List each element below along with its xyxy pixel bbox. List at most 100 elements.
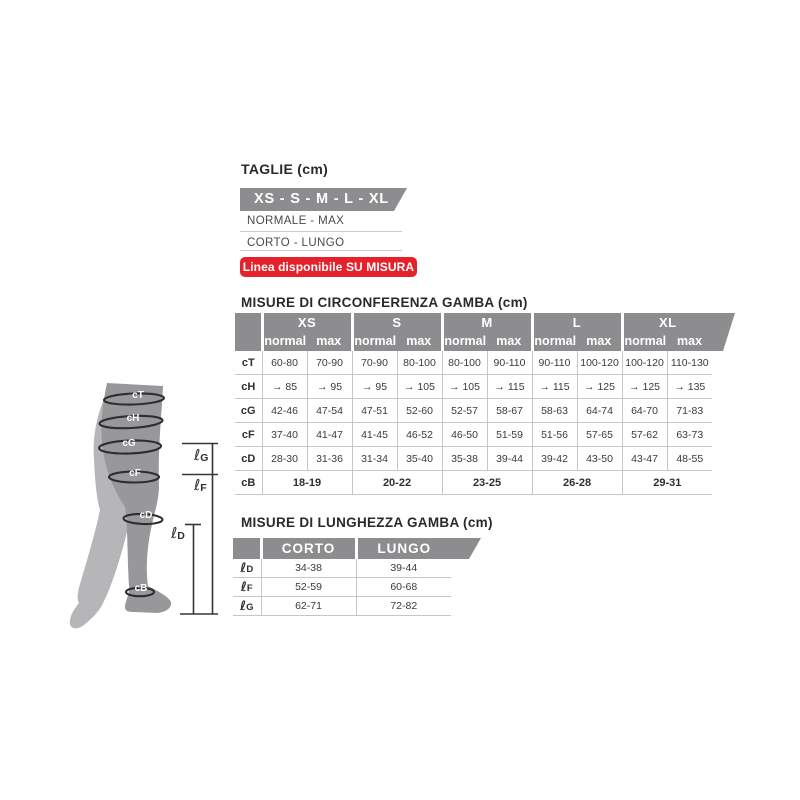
circ-value-cell: 52-60 [396, 398, 443, 423]
circ-value-cell: 43-50 [576, 446, 623, 471]
circ-subcolumn-header: max [397, 331, 443, 351]
circ-table-row: cH → 85 → 95 → 95 → 105 → 105 → 115 → 115 → 125 →… [235, 374, 713, 399]
circ-value-cell: → 105 [441, 374, 488, 399]
band-label-cD: cD [140, 510, 153, 521]
option-normale-max: NORMALE - MAX [247, 215, 345, 227]
circ-value-cell: 90-110 [486, 351, 533, 375]
circ-value-cell: 57-65 [576, 422, 623, 447]
len-row-label: ℓG [233, 596, 261, 616]
circ-value-cell: 28-30 [261, 446, 307, 471]
length-label-lG: ℓG [193, 446, 208, 464]
length-label-lD: ℓD [170, 524, 185, 542]
circ-value-cell: 64-74 [576, 398, 623, 423]
len-value-cell: 52-59 [260, 577, 356, 597]
circ-row-label: cB [235, 470, 262, 495]
len-value-cell: 62-71 [260, 596, 356, 616]
circ-size-header: S [350, 313, 443, 331]
band-cT [102, 392, 166, 406]
circ-subcolumn-header: max [487, 331, 533, 351]
circ-value-cell: 70-90 [351, 351, 397, 375]
script-l-glyph: ℓ [240, 560, 247, 576]
sizes-banner-label: XS - S - M - L - XL [254, 191, 389, 207]
script-l-glyph: ℓ [240, 579, 247, 595]
circ-value-cell: 31-36 [306, 446, 352, 471]
len-value-cell: 34-38 [260, 559, 356, 578]
circ-subcolumn-header: normal [350, 331, 397, 351]
circ-subcolumn-header: normal [530, 331, 578, 351]
circ-subcolumn-header: normal [620, 331, 668, 351]
circ-value-cell: 43-47 [621, 446, 668, 471]
circ-span-value-cell: 29-31 [621, 470, 713, 495]
circumference-table-head: XS S M L XL normal max normal max normal max normal… [235, 313, 713, 351]
circ-value-cell: → 85 [261, 374, 307, 399]
circ-row-label: cG [235, 398, 262, 423]
length-table-body: ℓD 34-38 39-44 ℓF 52-59 60-68 ℓG 62-71 72-82 [233, 559, 451, 616]
band-cG [97, 439, 163, 455]
circ-value-cell: → 115 [486, 374, 533, 399]
len-value-cell: 72-82 [355, 596, 451, 616]
circ-value-cell: 58-67 [486, 398, 533, 423]
circ-table-row: cD 28-30 31-36 31-34 35-40 35-38 39-44 39-42 43-… [235, 446, 713, 471]
len-corner-cell [233, 538, 261, 559]
circ-table-row: cF 37-40 41-47 41-45 46-52 46-50 51-59 51-56 57-… [235, 422, 713, 447]
circumference-table: XS S M L XL normal max normal max normal max normal… [235, 313, 713, 495]
circ-value-cell: 35-40 [396, 446, 443, 471]
circ-span-value-cell: 18-19 [261, 470, 352, 495]
len-header-row: CORTO LUNGO [233, 538, 451, 559]
len-value-cell: 39-44 [355, 559, 451, 578]
circ-value-cell: 80-100 [396, 351, 443, 375]
circ-value-cell: 100-120 [576, 351, 623, 375]
divider-line [240, 231, 402, 232]
su-misura-badge: Linea disponibile SU MISURA [240, 257, 417, 277]
band-cD [122, 512, 164, 526]
circ-row-label: cD [235, 446, 262, 471]
taglie-title: TAGLIE (cm) [241, 161, 329, 177]
len-value-cell: 60-68 [355, 577, 451, 597]
circ-subcolumn-header: normal [260, 331, 307, 351]
circ-value-cell: 51-59 [486, 422, 533, 447]
circ-table-row: cB 18-19 20-22 23-25 26-28 29-31 [235, 470, 713, 495]
circ-value-cell: 80-100 [441, 351, 488, 375]
circ-value-cell: 37-40 [261, 422, 307, 447]
option-corto-lungo: CORTO - LUNGO [247, 237, 345, 249]
circ-value-cell: 39-42 [531, 446, 578, 471]
circ-value-cell: 47-54 [306, 398, 352, 423]
circ-value-cell: 60-80 [261, 351, 307, 375]
circ-value-cell: 51-56 [531, 422, 578, 447]
circ-size-header: XL [620, 313, 713, 331]
sizes-banner: XS - S - M - L - XL [240, 188, 407, 211]
circ-value-cell: → 95 [306, 374, 352, 399]
length-table-head: CORTO LUNGO [233, 538, 451, 559]
len-column-header: LUNGO [354, 538, 451, 559]
circ-value-cell: 90-110 [531, 351, 578, 375]
divider-line [240, 250, 402, 251]
circ-value-cell: → 105 [396, 374, 443, 399]
circ-row-label: cT [235, 351, 262, 375]
circ-value-cell: → 135 [666, 374, 713, 399]
circ-span-value-cell: 23-25 [441, 470, 533, 495]
circ-value-cell: 100-120 [621, 351, 668, 375]
circ-size-header: L [530, 313, 623, 331]
circ-value-cell: 41-45 [351, 422, 397, 447]
band-label-cH: cH [127, 413, 140, 424]
circ-size-row: XS S M L XL [235, 313, 713, 351]
length-title: MISURE DI LUNGHEZZA GAMBA (cm) [241, 515, 493, 530]
circumference-table-body: cT 60-80 70-90 70-90 80-100 80-100 90-110 90-11… [235, 351, 713, 495]
script-l-glyph: ℓ [239, 598, 247, 614]
length-table: CORTO LUNGO ℓD 34-38 39-44 ℓF 52-59 60-68 ℓG 62-… [233, 538, 451, 616]
circ-value-cell: 35-38 [441, 446, 488, 471]
circ-value-cell: → 115 [531, 374, 578, 399]
len-letter: D [246, 563, 254, 575]
circ-size-header: XS [260, 313, 352, 331]
band-label-cF: cF [129, 468, 141, 479]
circ-subcolumn-header: max [577, 331, 623, 351]
circ-value-cell: 46-50 [441, 422, 488, 447]
circ-span-value-cell: 26-28 [531, 470, 623, 495]
circ-subcolumn-header: max [667, 331, 713, 351]
len-table-row: ℓG 62-71 72-82 [233, 596, 451, 616]
band-label-cG: cG [122, 438, 136, 449]
circ-value-cell: 58-63 [531, 398, 578, 423]
circumference-title: MISURE DI CIRCONFERENZA GAMBA (cm) [241, 295, 528, 310]
circ-subcolumn-header: max [307, 331, 352, 351]
